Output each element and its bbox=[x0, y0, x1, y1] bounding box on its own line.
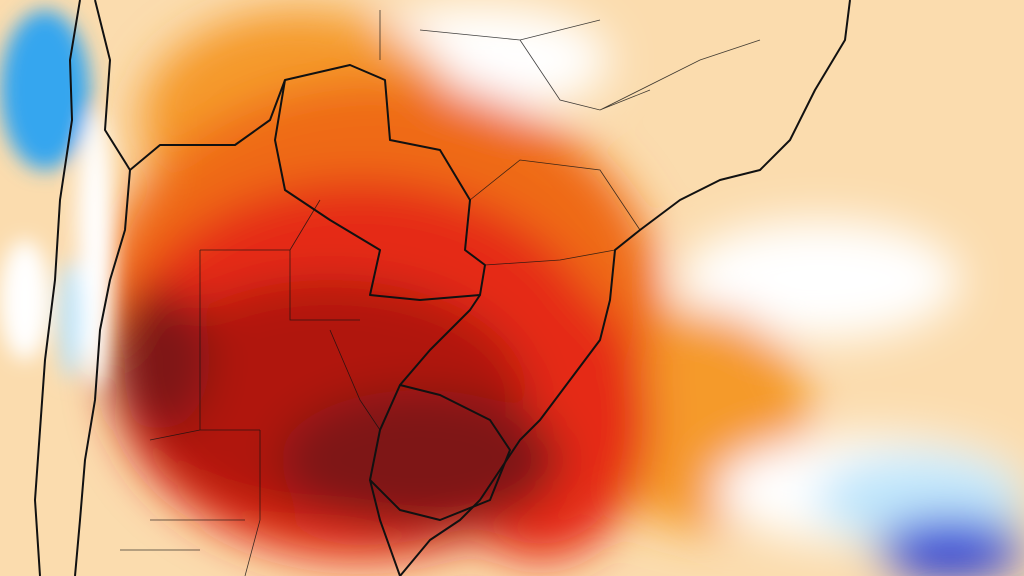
maroon-west bbox=[110, 290, 210, 430]
uruguay-border bbox=[369, 384, 511, 521]
andes-border bbox=[74, 0, 131, 576]
pacific-coastline bbox=[34, 0, 81, 576]
white-andes bbox=[77, 110, 113, 390]
state-borders bbox=[120, 10, 761, 576]
deep-blue-region bbox=[876, 520, 1024, 576]
light-blue-andes bbox=[58, 260, 82, 380]
brazil-south-border bbox=[399, 294, 481, 386]
bolivia-border bbox=[129, 79, 286, 171]
maroon-core bbox=[280, 390, 560, 530]
blue-region-pacific bbox=[0, 10, 90, 170]
argentina-river-border bbox=[369, 479, 401, 576]
paraguay-border bbox=[274, 64, 486, 301]
white-pacific bbox=[0, 240, 50, 360]
white-region-ocean bbox=[680, 220, 960, 340]
atlantic-coastline bbox=[399, 0, 851, 576]
